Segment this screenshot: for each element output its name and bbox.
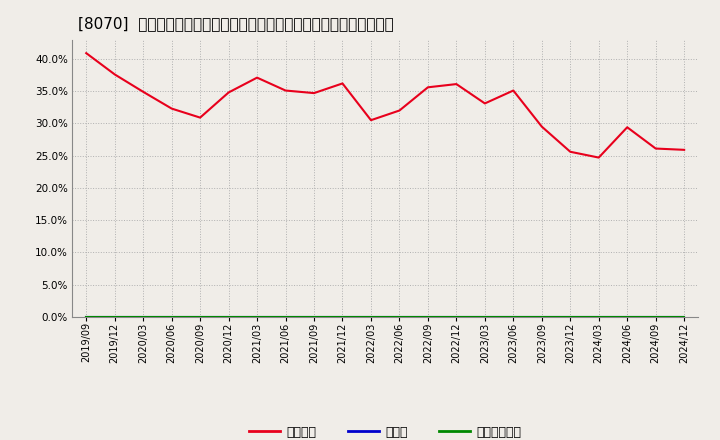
Legend: 自己資本, のれん, 繰延税金資産: 自己資本, のれん, 繰延税金資産 [244,421,526,440]
Text: [8070]  自己資本、のれん、繰延税金資産の総資産に対する比率の推移: [8070] 自己資本、のれん、繰延税金資産の総資産に対する比率の推移 [78,16,394,32]
